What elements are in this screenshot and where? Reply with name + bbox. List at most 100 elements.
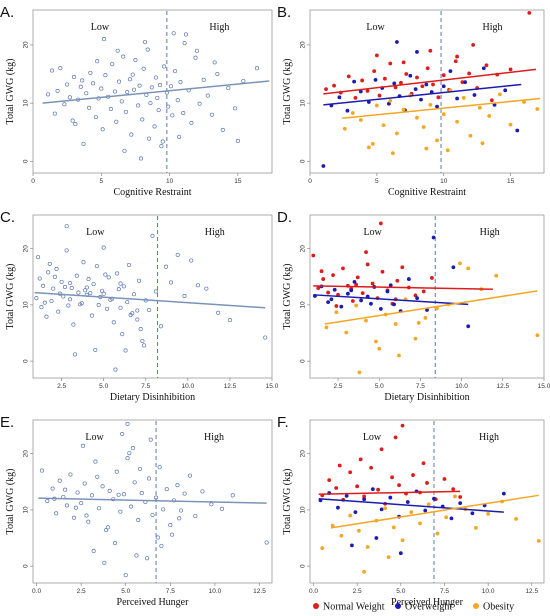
- data-point: [155, 95, 160, 100]
- data-point: [156, 108, 161, 113]
- data-point: [148, 437, 153, 442]
- overweight-point: [415, 296, 420, 301]
- data-point: [95, 474, 100, 479]
- data-point: [94, 264, 100, 269]
- normal-weight-point: [393, 85, 398, 90]
- normal-weight-point: [395, 278, 400, 283]
- normal-weight-point: [372, 69, 377, 74]
- obesity-point: [339, 533, 344, 538]
- y-tick-label: 0: [23, 159, 30, 163]
- panel-b: B. 0 5 10 15 0 10 20 Cognitive Restraint Total GW…: [277, 4, 545, 198]
- data-point: [108, 106, 113, 112]
- data-point: [89, 493, 94, 498]
- data-point: [81, 141, 86, 146]
- overweight-point: [353, 510, 358, 515]
- panel-letter: B.: [277, 4, 291, 21]
- data-point: [120, 432, 125, 437]
- obesity-fit-line: [324, 290, 538, 325]
- overweight-point: [515, 128, 520, 133]
- normal-weight-point: [527, 11, 532, 15]
- x-axis-title: Perceived Hunger: [117, 597, 190, 608]
- normal-weight-point: [362, 494, 367, 499]
- data-point: [86, 105, 92, 110]
- overweight-point: [503, 88, 508, 93]
- obesity-point: [381, 123, 386, 128]
- plot-frame: [309, 9, 545, 174]
- overweight-point: [470, 511, 475, 516]
- data-point: [115, 271, 120, 276]
- overweight-point: [392, 302, 396, 307]
- legend-label-normal-weight: Normal Weight: [323, 602, 385, 613]
- data-point: [118, 281, 123, 286]
- normal-weight-point: [421, 289, 426, 294]
- obesity-fit-line: [342, 97, 541, 120]
- normal-weight-point: [420, 84, 425, 89]
- legend-label-overweight: Overweight: [405, 602, 452, 613]
- normal-weight-point: [436, 95, 441, 100]
- data-point: [81, 260, 86, 265]
- data-point: [95, 59, 100, 64]
- data-point: [67, 95, 72, 100]
- data-point: [193, 514, 198, 519]
- data-point: [119, 99, 124, 104]
- normal-weight-point: [374, 53, 379, 58]
- normal-weight-point: [471, 43, 476, 47]
- data-point: [154, 495, 159, 500]
- normal-weight-fit-line: [323, 68, 537, 95]
- normal-weight-point: [360, 291, 365, 296]
- normal-weight-point: [441, 73, 446, 78]
- normal-weight-point: [370, 281, 375, 286]
- data-point: [118, 509, 123, 514]
- data-point: [91, 282, 96, 287]
- normal-weight-point: [442, 477, 447, 481]
- obesity-point: [401, 107, 406, 112]
- y-tick-label: 20: [300, 41, 307, 49]
- normal-weight-point: [355, 275, 360, 280]
- data-point: [187, 473, 193, 478]
- data-point: [101, 291, 106, 296]
- normal-weight-point: [397, 483, 401, 488]
- normal-weight-point: [326, 290, 331, 295]
- data-point: [172, 69, 178, 74]
- normal-weight-point: [376, 487, 381, 492]
- normal-weight-point: [334, 486, 339, 490]
- overweight-point: [359, 298, 363, 303]
- data-point: [59, 279, 64, 284]
- overweight-point: [358, 89, 363, 94]
- x-tick-label: 5: [375, 178, 379, 185]
- data-point: [135, 308, 140, 313]
- x-tick-label: 5.0: [396, 588, 405, 595]
- normal-weight-point: [358, 457, 363, 462]
- x-tick-label: 10: [440, 178, 448, 185]
- data-point: [105, 306, 110, 311]
- normal-weight-fit-line: [318, 490, 461, 495]
- data-point: [89, 313, 94, 318]
- obesity-point: [455, 119, 459, 124]
- data-point: [131, 292, 137, 297]
- obesity-point: [391, 525, 396, 530]
- data-point: [263, 335, 268, 340]
- overweight-point: [337, 95, 342, 100]
- data-point: [91, 81, 96, 86]
- panel-letter: D.: [277, 209, 292, 226]
- data-point: [111, 320, 116, 325]
- data-point: [153, 75, 158, 80]
- x-tick-label: 7.5: [141, 383, 150, 390]
- data-point: [47, 261, 52, 266]
- overweight-point: [463, 80, 468, 85]
- obesity-point: [330, 523, 335, 528]
- obesity-point: [374, 103, 379, 108]
- normal-weight-point: [430, 276, 434, 280]
- overweight-point: [435, 104, 439, 109]
- data-point: [105, 525, 110, 530]
- overweight-point: [386, 101, 391, 106]
- data-point: [127, 77, 133, 82]
- data-point: [136, 103, 141, 108]
- fit-line: [42, 80, 270, 104]
- fit-line: [34, 291, 266, 309]
- data-point: [113, 367, 118, 372]
- data-point: [121, 284, 126, 289]
- data-point: [52, 274, 57, 279]
- y-tick-label: 10: [23, 99, 30, 107]
- normal-weight-point: [401, 60, 406, 65]
